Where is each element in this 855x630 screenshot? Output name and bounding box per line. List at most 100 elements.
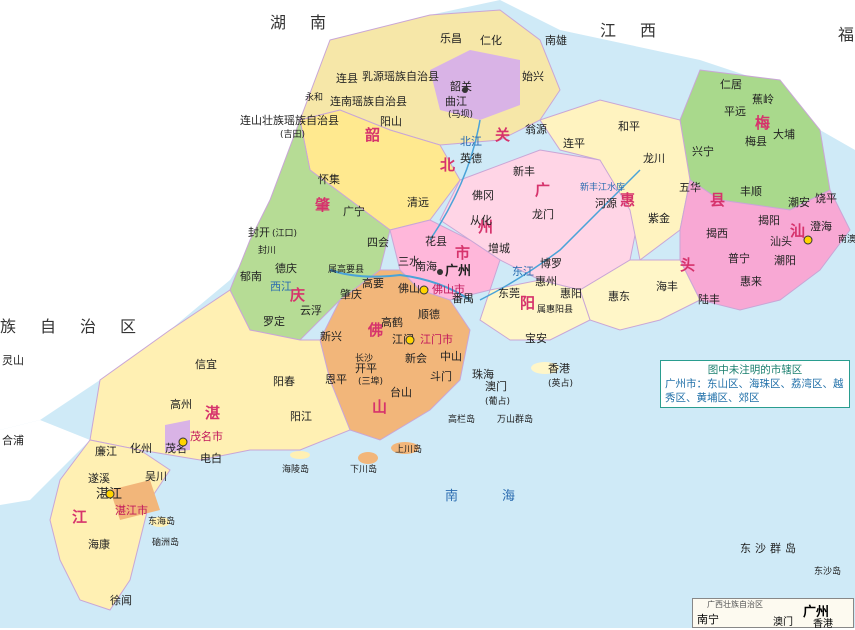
place-yunan: 郁南 (240, 269, 262, 283)
region-shaoguan-city (430, 50, 520, 120)
place-shaoguan: 韶关 (450, 79, 472, 93)
place-yingde: 英德 (460, 151, 482, 165)
place-puning: 普宁 (728, 251, 750, 265)
place-wuhua: 五华 (679, 180, 701, 194)
place-chaoyang: 潮阳 (774, 253, 796, 267)
place-hailingdao: 海陵岛 (282, 463, 309, 475)
place-lingshan: 灵山 (2, 354, 24, 367)
place-jiexi: 揭西 (706, 226, 728, 240)
river-beijiang (429, 119, 481, 241)
legend-text: 广州市：东山区、海珠区、荔湾区、越秀区、黄埔区、郊区 (665, 378, 844, 404)
place-deqing: 德庆 (275, 261, 297, 275)
pref-shan2: 汕 (790, 222, 805, 240)
place-huaiji: 怀集 (318, 172, 340, 186)
place-huidong: 惠东 (608, 289, 630, 303)
inset-map: 广西壮族自治区 南宁 广州 澳门 香港 (692, 598, 854, 630)
place-xinxing: 新兴 (320, 329, 342, 343)
place-suixi: 遂溪 (88, 471, 110, 485)
place-xuwen: 徐闻 (110, 593, 132, 607)
place-gaoyao: 高要 (362, 276, 384, 290)
place-heyuan: 河源 (595, 196, 617, 210)
place-lianjiang: 廉江 (95, 444, 117, 458)
place-shangchuandao: 上川岛 (395, 443, 422, 455)
place-chenghai: 澄海 (810, 219, 832, 233)
pref-zhao: 肇 (314, 196, 331, 214)
region-zhanjiang-city (110, 480, 160, 520)
place-huaxian: 花县 (425, 235, 447, 248)
legend-title: 图中未注明的市辖区 (707, 364, 803, 376)
pref-fo: 佛 (367, 321, 383, 339)
pref-zhou: 州 (477, 218, 493, 236)
place-xingning: 兴宁 (692, 144, 714, 158)
inset-macau: 澳门 (773, 617, 793, 628)
pref-qing: 庆 (290, 286, 305, 304)
place-lechang: 乐昌 (440, 32, 462, 45)
inset-hk: 香港 (813, 619, 833, 630)
place-fengshun: 丰顺 (740, 185, 762, 198)
place-nanxiong: 南雄 (545, 33, 567, 47)
place-maoming-city: 茂名市 (190, 429, 223, 443)
region-zhaoqing (229, 118, 391, 341)
place-yangjiang: 阳江 (290, 410, 312, 423)
dot-shantou (803, 235, 813, 245)
place-fogang: 佛冈 (472, 189, 494, 202)
place-fengkai: 封开 (248, 225, 270, 239)
place-maba: (马坝) (448, 109, 473, 120)
pref-shao: 韶 (365, 126, 380, 144)
place-zhanjiang-city: 湛江市 (115, 503, 148, 517)
place-sihui: 四会 (367, 236, 389, 249)
place-jieyang: 揭阳 (758, 213, 780, 227)
pref-zhan: 湛 (205, 404, 220, 422)
place-lianshan: 连山壮族瑶族自治县 (240, 113, 339, 127)
place-yunfu: 云浮 (300, 304, 322, 317)
inset-guangzhou: 广州 (803, 605, 830, 620)
outside-land-west (0, 420, 90, 505)
place-taishan: 台山 (390, 385, 412, 399)
place-dongsha-islands: 东沙群岛 (740, 541, 800, 555)
place-dapu: 大埔 (773, 127, 795, 141)
place-luoding: 罗定 (263, 314, 285, 328)
place-hongkong: 香港 (548, 362, 570, 375)
place-haikang: 海康 (88, 537, 110, 551)
region-heyuan (539, 99, 691, 261)
place-xinfengjiang: 新丰江水库 (580, 181, 625, 193)
place-renju: 仁居 (720, 78, 742, 91)
place-baoan: 宝安 (525, 331, 547, 345)
legend-box: 图中未注明的市辖区 广州市：东山区、海珠区、荔湾区、越秀区、黄埔区、郊区 (660, 360, 850, 408)
place-jiangkou: (江口) (272, 228, 297, 239)
inset-title: 广西壮族自治区 (707, 600, 763, 609)
river-label-beijiang: 北江 (460, 135, 482, 148)
place-lianxian: 连县 (336, 72, 358, 85)
place-macau-note: (葡占) (485, 395, 510, 407)
place-guangzhou: 广州 (445, 263, 471, 279)
place-huizhou: 惠州 (535, 274, 557, 288)
place-nanhai: 南海 (415, 259, 437, 273)
place-raoping: 饶平 (815, 192, 837, 205)
place-macau: 澳门 (485, 379, 507, 393)
place-huiyang: 惠阳 (560, 286, 582, 300)
place-guangning: 广宁 (343, 204, 365, 218)
island-hailing (290, 451, 310, 459)
place-yangchun: 阳春 (273, 375, 295, 388)
region-dongguan (479, 279, 591, 341)
place-sanbu: (三埠) (358, 375, 383, 387)
inset-nanning: 南宁 (697, 613, 719, 626)
place-doumen: 斗门 (430, 369, 452, 383)
dot-foshan (419, 285, 429, 295)
pref-xian: 县 (710, 191, 725, 209)
place-enping: 恩平 (325, 373, 347, 386)
place-wuchuan: 吴川 (145, 470, 167, 483)
place-foshan: 佛山 (398, 282, 420, 295)
river-dongjiang (479, 169, 641, 301)
place-gaohe: 高鹤 (381, 315, 403, 329)
place-wengyuan: 翁源 (525, 122, 547, 136)
outside-land (0, 0, 855, 430)
label-hunan: 湖 南 (270, 13, 330, 32)
pref-shan: 山 (372, 398, 387, 416)
region-shanwei (579, 259, 701, 331)
island-shangchuan (391, 442, 419, 454)
place-qingyuan: 清远 (407, 196, 429, 209)
place-dongguan: 东莞 (498, 287, 520, 300)
place-huilai: 惠来 (740, 274, 762, 288)
label-jiangxi: 江 西 (600, 21, 660, 40)
